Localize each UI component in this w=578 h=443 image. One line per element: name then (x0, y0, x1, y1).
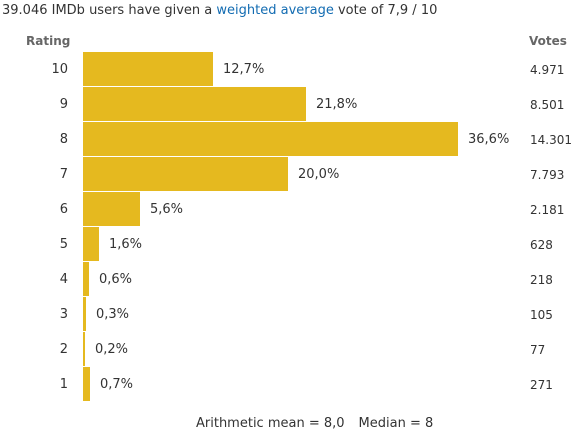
votes-label-2: 77 (530, 343, 546, 357)
votes-label-1: 271 (530, 378, 553, 392)
bar-rating-3 (83, 297, 86, 331)
votes-label-10: 4.971 (530, 63, 565, 77)
votes-label-8: 14.301 (530, 133, 572, 147)
weighted-average-link[interactable]: weighted average (216, 3, 334, 18)
median: Median = 8 (358, 416, 434, 431)
bar-rating-8 (83, 122, 458, 156)
bar-rating-10 (83, 52, 213, 86)
votes-label-3: 105 (530, 308, 553, 322)
bar-rating-1 (83, 367, 90, 401)
votes-label-4: 218 (530, 273, 553, 287)
percent-label-5: 1,6% (109, 237, 143, 252)
percent-label-8: 36,6% (468, 132, 510, 147)
percent-label-2: 0,2% (95, 342, 129, 357)
percent-label-1: 0,7% (100, 377, 134, 392)
bar-rating-4 (83, 262, 89, 296)
summary-suffix: vote of 7,9 / 10 (333, 3, 438, 18)
bar-rating-6 (83, 192, 140, 226)
bar-rating-9 (83, 87, 306, 121)
rating-label-9: 9 (59, 97, 68, 112)
votes-label-5: 628 (530, 238, 553, 252)
votes-label-9: 8.501 (530, 98, 565, 112)
rating-label-10: 10 (51, 62, 68, 77)
votes-label-7: 7.793 (530, 168, 565, 182)
rating-column-header: Rating (26, 34, 71, 48)
rating-label-4: 4 (59, 272, 68, 287)
votes-column-header: Votes (529, 34, 567, 48)
rating-label-1: 1 (59, 377, 68, 392)
percent-label-10: 12,7% (223, 62, 265, 77)
rating-label-6: 6 (59, 202, 68, 217)
rating-label-5: 5 (59, 237, 68, 252)
rating-summary: 39.046 IMDb users have given a weighted … (2, 3, 437, 18)
percent-label-9: 21,8% (316, 97, 358, 112)
bar-rating-7 (83, 157, 288, 191)
arithmetic-mean: Arithmetic mean = 8,0 (196, 416, 345, 431)
rating-label-8: 8 (59, 132, 68, 147)
rating-label-7: 7 (59, 167, 68, 182)
percent-label-4: 0,6% (99, 272, 133, 287)
rating-label-3: 3 (59, 307, 68, 322)
bar-rating-5 (83, 227, 99, 261)
percent-label-6: 5,6% (150, 202, 184, 217)
summary-prefix: 39.046 IMDb users have given a (2, 3, 217, 18)
statistics-footer: Arithmetic mean = 8,0 Median = 8 (196, 416, 433, 431)
votes-label-6: 2.181 (530, 203, 565, 217)
percent-label-7: 20,0% (298, 167, 340, 182)
bar-rating-2 (83, 332, 85, 366)
rating-label-2: 2 (59, 342, 68, 357)
percent-label-3: 0,3% (96, 307, 130, 322)
